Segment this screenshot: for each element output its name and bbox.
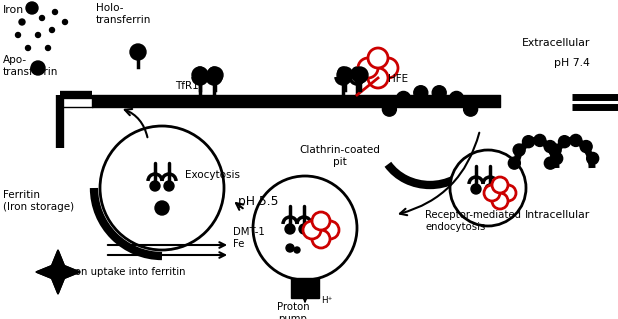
Polygon shape	[52, 272, 64, 294]
Circle shape	[471, 184, 481, 194]
Circle shape	[46, 46, 51, 50]
Circle shape	[485, 184, 495, 194]
Circle shape	[509, 157, 520, 169]
Circle shape	[294, 247, 300, 253]
Polygon shape	[36, 250, 80, 294]
Polygon shape	[52, 250, 64, 272]
Circle shape	[513, 144, 525, 156]
Text: TfR1: TfR1	[175, 81, 199, 91]
Text: Clathrin-coated
pit: Clathrin-coated pit	[300, 145, 381, 167]
Circle shape	[26, 2, 38, 14]
Circle shape	[25, 46, 30, 50]
Circle shape	[321, 221, 339, 239]
Circle shape	[209, 67, 219, 77]
Circle shape	[368, 68, 388, 88]
Text: Proton
pump: Proton pump	[277, 302, 310, 319]
Circle shape	[62, 19, 67, 25]
Circle shape	[549, 144, 561, 156]
Circle shape	[338, 67, 348, 77]
Circle shape	[299, 224, 309, 234]
Circle shape	[150, 181, 160, 191]
Circle shape	[207, 67, 223, 83]
Circle shape	[100, 126, 224, 250]
Text: Apo-
transferrin: Apo- transferrin	[3, 55, 58, 77]
Circle shape	[40, 16, 44, 20]
Circle shape	[492, 193, 508, 209]
Circle shape	[484, 185, 500, 201]
Text: Exocytosis: Exocytosis	[185, 170, 240, 180]
Text: Receptor-mediated
endocytosis: Receptor-mediated endocytosis	[425, 210, 521, 232]
Circle shape	[130, 44, 146, 60]
Circle shape	[449, 92, 464, 106]
Circle shape	[253, 176, 357, 280]
Circle shape	[534, 134, 546, 146]
Circle shape	[522, 136, 535, 148]
Circle shape	[35, 33, 41, 38]
Text: Fe: Fe	[233, 239, 244, 249]
Circle shape	[544, 141, 556, 152]
Circle shape	[358, 58, 378, 78]
Circle shape	[303, 221, 321, 239]
Circle shape	[464, 102, 478, 116]
Circle shape	[378, 58, 398, 78]
Circle shape	[544, 157, 556, 169]
Circle shape	[155, 201, 169, 215]
Circle shape	[580, 141, 592, 152]
Circle shape	[559, 136, 570, 148]
Circle shape	[195, 67, 205, 77]
Text: Holo-
transferrin: Holo- transferrin	[96, 3, 151, 25]
Text: HFE: HFE	[388, 74, 408, 84]
Circle shape	[15, 33, 20, 38]
Text: DMT-1: DMT-1	[233, 227, 265, 237]
Circle shape	[49, 27, 54, 33]
Circle shape	[337, 67, 353, 83]
Circle shape	[414, 86, 428, 100]
Circle shape	[312, 212, 330, 230]
Circle shape	[352, 67, 362, 77]
Circle shape	[31, 61, 45, 75]
Text: Iron: Iron	[3, 5, 24, 15]
Text: Ferritin
(Iron storage): Ferritin (Iron storage)	[3, 190, 74, 211]
Text: Extracellular: Extracellular	[522, 38, 590, 48]
Circle shape	[500, 185, 516, 201]
Text: pH 5.5: pH 5.5	[238, 195, 278, 208]
Circle shape	[164, 181, 174, 191]
Circle shape	[312, 230, 330, 248]
Circle shape	[285, 224, 295, 234]
Text: H⁺: H⁺	[321, 296, 332, 305]
Bar	[291, 278, 319, 298]
Circle shape	[352, 67, 368, 83]
Circle shape	[383, 102, 396, 116]
Circle shape	[450, 150, 526, 226]
Circle shape	[368, 48, 388, 68]
Text: Intracellular: Intracellular	[525, 210, 590, 220]
Circle shape	[551, 152, 562, 164]
Circle shape	[570, 134, 582, 146]
Circle shape	[397, 92, 410, 106]
Polygon shape	[58, 266, 80, 278]
Circle shape	[192, 67, 208, 83]
Circle shape	[19, 19, 25, 25]
Circle shape	[586, 152, 599, 164]
Circle shape	[53, 10, 57, 14]
Circle shape	[492, 177, 508, 193]
Circle shape	[286, 244, 294, 252]
Polygon shape	[36, 266, 58, 278]
Text: pH 7.4: pH 7.4	[554, 58, 590, 68]
Text: Iron uptake into ferritin: Iron uptake into ferritin	[68, 267, 185, 277]
Circle shape	[432, 86, 446, 100]
